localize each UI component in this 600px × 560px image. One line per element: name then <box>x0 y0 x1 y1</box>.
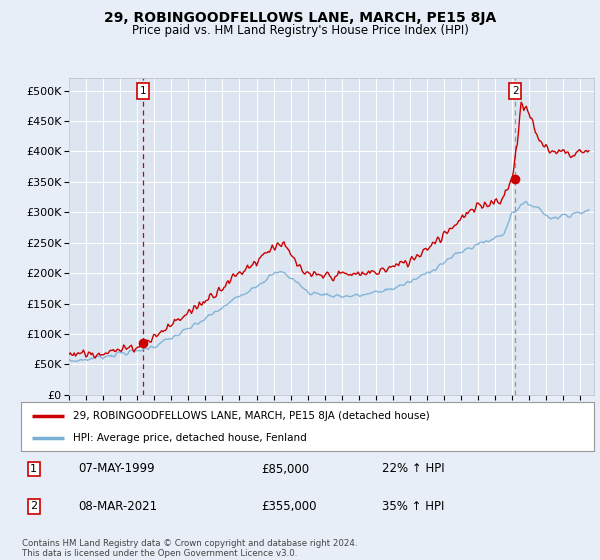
Text: HPI: Average price, detached house, Fenland: HPI: Average price, detached house, Fenl… <box>73 433 307 443</box>
Text: 1: 1 <box>140 86 146 96</box>
Text: Contains HM Land Registry data © Crown copyright and database right 2024.
This d: Contains HM Land Registry data © Crown c… <box>22 539 358 558</box>
Text: £355,000: £355,000 <box>262 500 317 512</box>
Text: 35% ↑ HPI: 35% ↑ HPI <box>382 500 445 512</box>
Text: 1: 1 <box>30 464 37 474</box>
Text: 2: 2 <box>30 501 37 511</box>
Text: 29, ROBINGOODFELLOWS LANE, MARCH, PE15 8JA (detached house): 29, ROBINGOODFELLOWS LANE, MARCH, PE15 8… <box>73 411 430 421</box>
Text: 29, ROBINGOODFELLOWS LANE, MARCH, PE15 8JA: 29, ROBINGOODFELLOWS LANE, MARCH, PE15 8… <box>104 11 496 25</box>
Text: 22% ↑ HPI: 22% ↑ HPI <box>382 463 445 475</box>
Text: 2: 2 <box>512 86 518 96</box>
Text: Price paid vs. HM Land Registry's House Price Index (HPI): Price paid vs. HM Land Registry's House … <box>131 24 469 36</box>
Text: 08-MAR-2021: 08-MAR-2021 <box>79 500 157 512</box>
Text: £85,000: £85,000 <box>262 463 310 475</box>
Text: 07-MAY-1999: 07-MAY-1999 <box>79 463 155 475</box>
